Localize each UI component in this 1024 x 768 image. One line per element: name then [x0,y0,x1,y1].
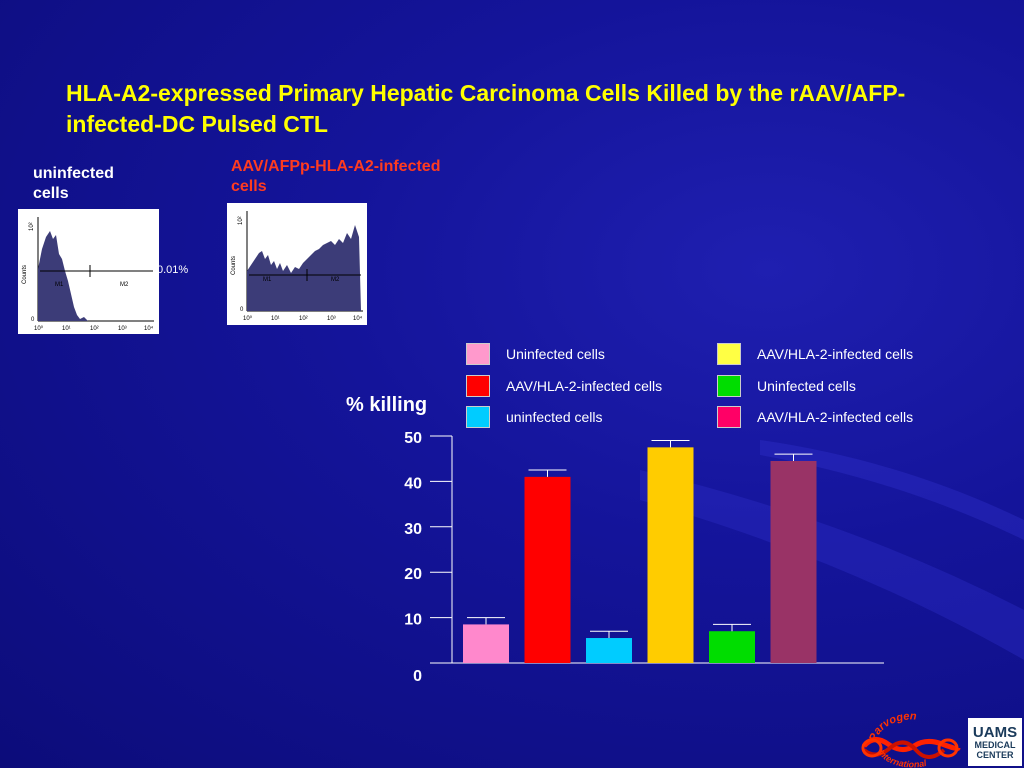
histogram-right-marker: M2 [331,277,340,283]
histogram-right-x-tick: 10⁰ [243,315,253,322]
histogram-left-y-label: Counts [22,265,28,284]
legend-item: Uninfected cells [717,375,856,397]
legend-label: Uninfected cells [757,378,856,394]
legend-label: Uninfected cells [506,346,605,362]
legend-item: AAV/HLA-2-infected cells [717,406,913,428]
legend-swatch [466,375,490,397]
histogram-left-x-tick: 10³ [118,326,127,332]
uams-logo-line: CENTER [976,749,1014,760]
legend-item: uninfected cells [466,406,603,428]
bar [709,631,755,663]
histogram-right-x-tick: 10² [299,316,308,322]
legend-label: AAV/HLA-2-infected cells [757,346,914,362]
legend-swatch [466,406,490,428]
legend-item: Uninfected cells [466,343,605,365]
histogram-left-x-tick: 10² [90,326,99,332]
y-tick-label: 40 [404,475,422,492]
y-tick-label: 50 [404,430,422,447]
percent-label: 0.01% [157,264,189,276]
histogram-right-y-tick: 10² [238,216,244,225]
histogram-right-x-tick: 10⁴ [353,315,363,322]
bar [770,460,817,663]
histogram-left-x-tick: 10⁴ [144,325,154,332]
slide-title: HLA-A2-expressed Primary Hepatic Carcino… [66,80,906,137]
histogram-left-y-tick: 10² [29,222,35,231]
histogram-right-y-label: Counts [231,256,237,275]
histogram-left-marker: M1 [55,282,64,288]
histogram-left-marker: M2 [120,282,129,288]
legend-swatch [717,375,741,397]
histogram-right-y-tick: 0 [240,307,244,313]
histogram-uninfected: Counts 10² 0 M1 M2 10⁰ 10¹ 10² 10³ 10⁴ [18,209,159,334]
histogram-left-y-tick: 0 [31,317,35,323]
legend-swatch [466,343,490,365]
bar [524,476,571,663]
bar [586,638,632,663]
y-tick-label: 0 [413,668,422,685]
y-tick-label: 20 [404,566,422,583]
panel-right-label: AAV/AFPp-HLA-A2-infected cells [231,158,441,195]
y-tick-label: 30 [404,521,422,538]
parvogen-logo: Parvogen International [861,712,961,768]
legend-item: AAV/HLA-2-infected cells [717,343,913,365]
legend-swatch [717,406,741,428]
y-tick-label: 10 [404,612,422,629]
legend-label: AAV/HLA-2-infected cells [506,378,663,394]
histogram-left-x-tick: 10⁰ [34,325,44,332]
legend-label: AAV/HLA-2-infected cells [757,409,914,425]
panel-left-label: uninfected cells [33,165,114,202]
bar [647,447,694,663]
histogram-right-marker: M1 [263,277,272,283]
histogram-left-x-tick: 10¹ [62,326,71,332]
uams-logo-title: UAMS [972,723,1018,741]
legend-label: uninfected cells [506,409,603,425]
histogram-infected: Counts 10² 0 M1 M2 10⁰ 10¹ 10² 10³ 10⁴ [227,203,367,325]
histogram-right-x-tick: 10¹ [271,316,280,322]
legend-item: AAV/HLA-2-infected cells [466,375,662,397]
histogram-right-x-tick: 10³ [327,316,336,322]
uams-logo-line: MEDICAL [974,739,1016,750]
bar [463,624,509,663]
legend-swatch [717,343,741,365]
uams-logo: UAMS MEDICAL CENTER [968,718,1022,766]
y-axis-label: % killing [346,394,428,416]
